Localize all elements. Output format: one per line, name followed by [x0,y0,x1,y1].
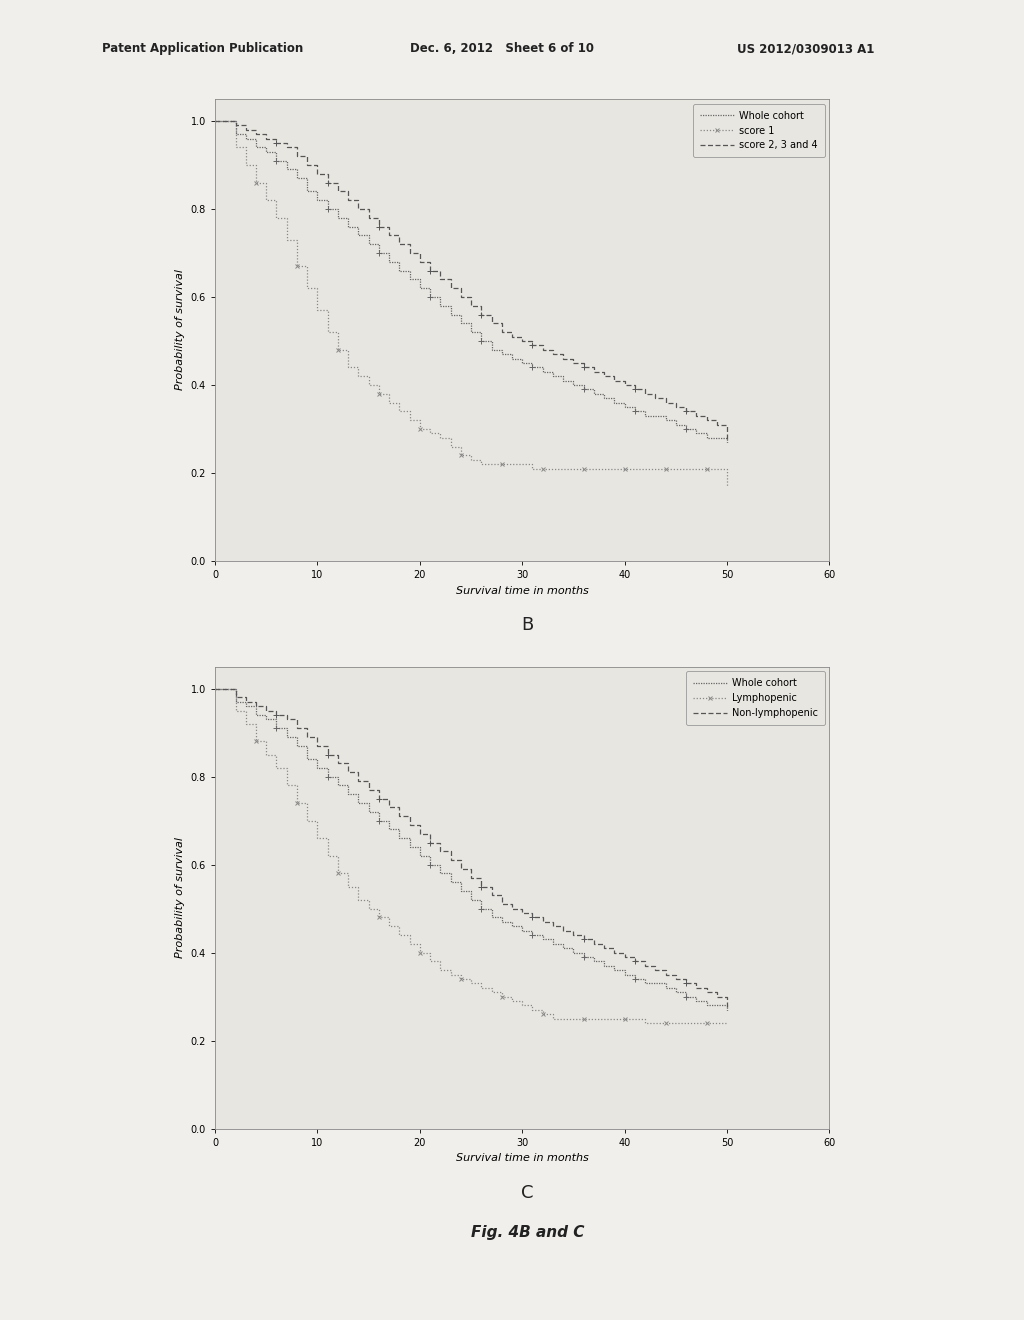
Y-axis label: Probability of survival: Probability of survival [175,269,185,391]
Text: US 2012/0309013 A1: US 2012/0309013 A1 [737,42,874,55]
Text: Fig. 4B and C: Fig. 4B and C [471,1225,584,1239]
X-axis label: Survival time in months: Survival time in months [456,1154,589,1163]
Text: C: C [521,1184,534,1203]
X-axis label: Survival time in months: Survival time in months [456,586,589,595]
Text: Dec. 6, 2012   Sheet 6 of 10: Dec. 6, 2012 Sheet 6 of 10 [410,42,594,55]
Text: B: B [521,616,534,635]
Y-axis label: Probability of survival: Probability of survival [175,837,185,958]
Legend: Whole cohort, Lymphopenic, Non-lymphopenic: Whole cohort, Lymphopenic, Non-lymphopen… [686,672,824,725]
Text: Patent Application Publication: Patent Application Publication [102,42,304,55]
Legend: Whole cohort, score 1, score 2, 3 and 4: Whole cohort, score 1, score 2, 3 and 4 [693,104,824,157]
